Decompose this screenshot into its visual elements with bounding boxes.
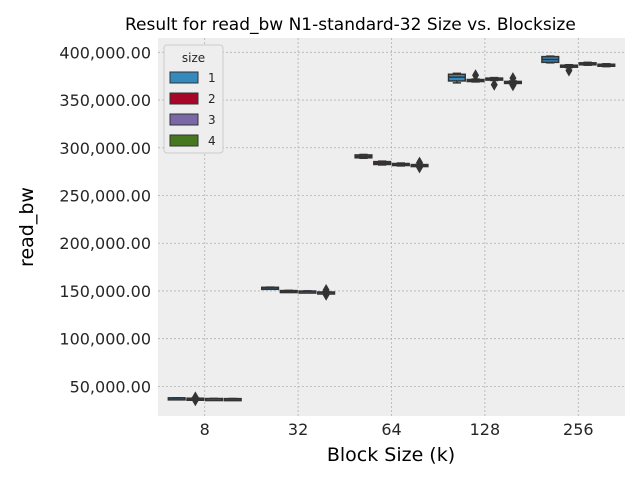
box-flier: [509, 79, 517, 92]
x-tick-label: 32: [288, 420, 308, 439]
y-tick-label: 400,000.00: [59, 43, 151, 62]
box-flier: [490, 78, 498, 91]
box-flier: [322, 284, 330, 296]
legend-label-2: 2: [208, 92, 216, 106]
y-tick-labels: 50,000.00 100,000.00 150,000.00 200,000.00 2…: [59, 43, 151, 396]
y-tick-label: 200,000.00: [59, 234, 151, 253]
x-tick-label: 128: [470, 420, 501, 439]
legend-label-1: 1: [208, 71, 216, 85]
legend-entries: 1 2 3 4: [169, 71, 216, 148]
legend-label-3: 3: [208, 113, 216, 127]
box-flier: [565, 64, 573, 77]
x-tick-label: 64: [381, 420, 401, 439]
y-tick-label: 250,000.00: [59, 187, 151, 206]
legend-swatch-1: [169, 71, 199, 84]
x-tick-labels: 8 32 64 128 256: [200, 420, 594, 439]
legend: size 1 2 3 4: [163, 44, 224, 154]
legend-label-4: 4: [208, 134, 216, 148]
y-tick-label: 50,000.00: [70, 377, 151, 396]
legend-title: size: [182, 51, 205, 65]
y-tick-label: 150,000.00: [59, 282, 151, 301]
grid: [158, 38, 625, 416]
legend-swatch-3: [169, 113, 199, 126]
chart-title: Result for read_bw N1-standard-32 Size v…: [125, 15, 576, 35]
y-tick-label: 100,000.00: [59, 330, 151, 349]
box-flier: [472, 69, 480, 82]
legend-swatch-4: [169, 134, 199, 147]
y-axis-label: read_bw: [16, 187, 38, 267]
box-flier: [416, 156, 424, 169]
box-flier: [191, 391, 199, 404]
x-axis-label: Block Size (k): [327, 444, 455, 466]
boxes: [167, 55, 616, 407]
y-tick-label: 300,000.00: [59, 139, 151, 158]
x-tick-label: 8: [200, 420, 210, 439]
box-flier: [509, 72, 517, 85]
x-tick-label: 256: [563, 420, 594, 439]
legend-swatch-2: [169, 92, 199, 105]
y-tick-label: 350,000.00: [59, 91, 151, 110]
